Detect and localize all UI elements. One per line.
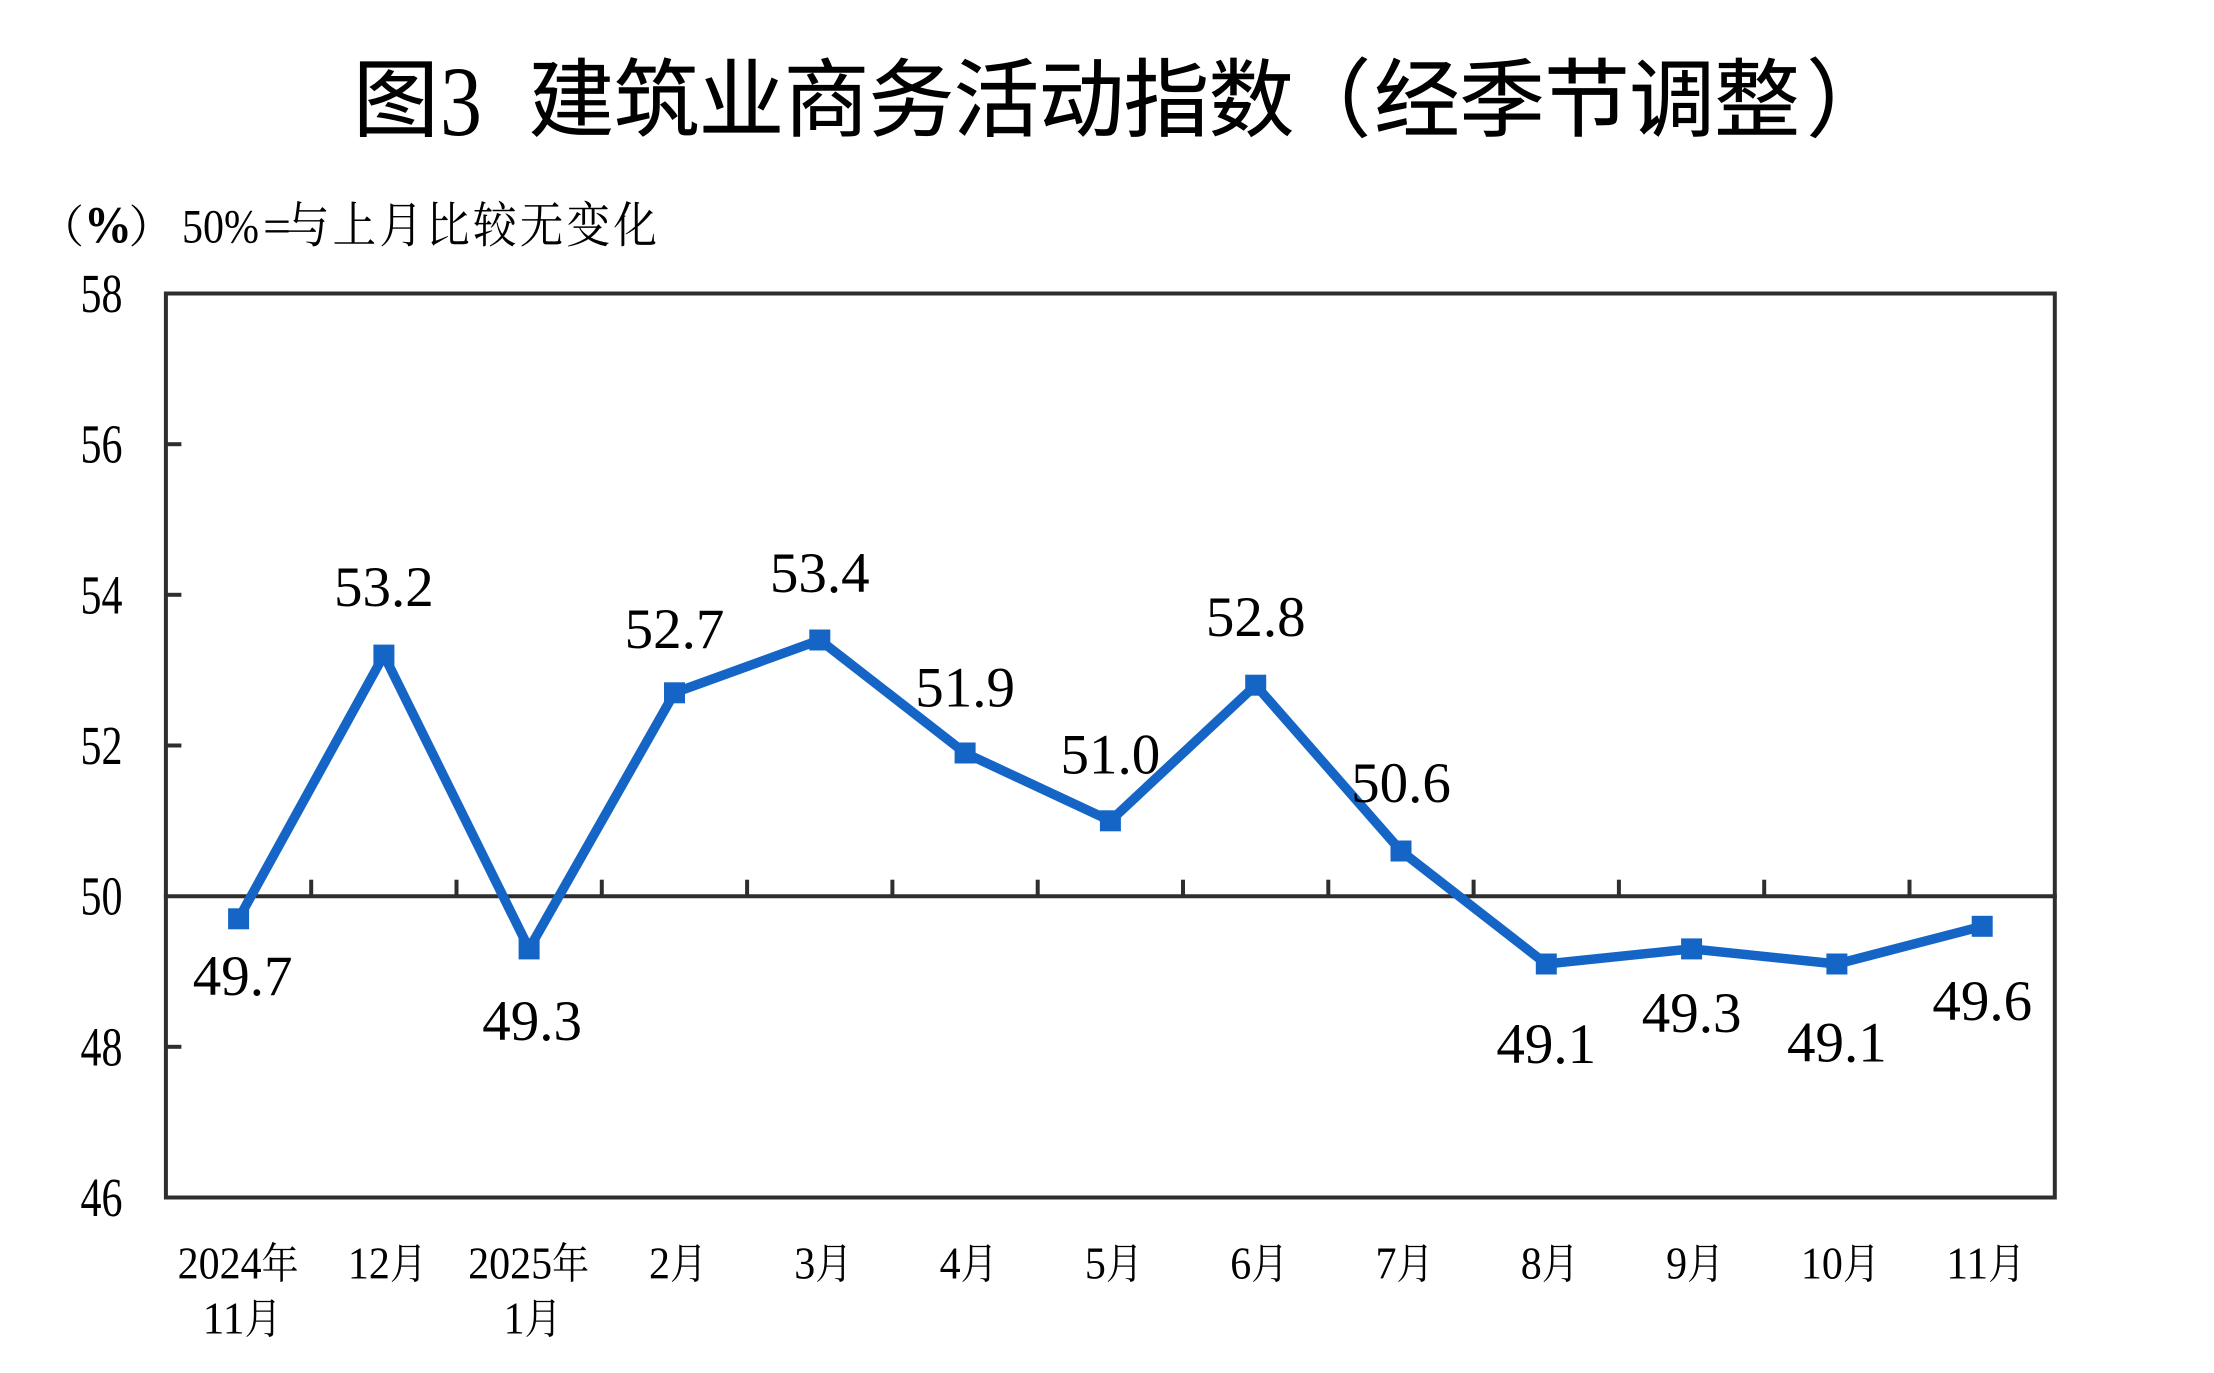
svg-text:50%: 50% [182,201,259,254]
svg-text:2024: 2024 [178,1239,262,1289]
svg-text:48: 48 [81,1016,123,1077]
svg-text:6: 6 [1230,1239,1251,1289]
svg-text:51.0: 51.0 [1061,724,1161,787]
svg-text:11: 11 [203,1294,245,1344]
svg-text:=: = [263,201,291,254]
svg-text:10: 10 [1801,1239,1843,1289]
svg-text:50.6: 50.6 [1351,752,1451,815]
svg-text:1: 1 [504,1294,525,1344]
svg-text:2025: 2025 [468,1239,552,1289]
svg-text:58: 58 [81,263,123,324]
svg-text:3: 3 [440,46,482,157]
svg-text:49.1: 49.1 [1496,1013,1596,1076]
svg-text:49.3: 49.3 [482,990,582,1053]
svg-text:53.2: 53.2 [334,556,434,619]
svg-text:11: 11 [1946,1239,1988,1289]
svg-text:51.9: 51.9 [915,656,1015,719]
svg-text:5: 5 [1085,1239,1106,1289]
svg-text:52.8: 52.8 [1206,586,1306,649]
svg-text:46: 46 [81,1167,123,1228]
svg-text:2: 2 [649,1239,670,1289]
svg-text:52: 52 [81,715,123,776]
svg-text:54: 54 [81,564,123,625]
svg-text:49.7: 49.7 [193,945,293,1008]
svg-text:9: 9 [1666,1239,1687,1289]
svg-text:56: 56 [81,414,123,475]
svg-text:8: 8 [1521,1239,1542,1289]
svg-text:52.7: 52.7 [625,598,725,661]
svg-text:49.3: 49.3 [1642,982,1742,1045]
svg-text:3: 3 [794,1239,815,1289]
svg-text:7: 7 [1376,1239,1397,1289]
svg-text:49.6: 49.6 [1932,970,2032,1033]
svg-text:%: % [84,198,132,255]
svg-text:50: 50 [81,866,123,927]
svg-text:49.1: 49.1 [1787,1011,1887,1074]
svg-text:12: 12 [348,1239,390,1289]
svg-text:4: 4 [940,1239,961,1289]
svg-text:53.4: 53.4 [770,542,870,605]
